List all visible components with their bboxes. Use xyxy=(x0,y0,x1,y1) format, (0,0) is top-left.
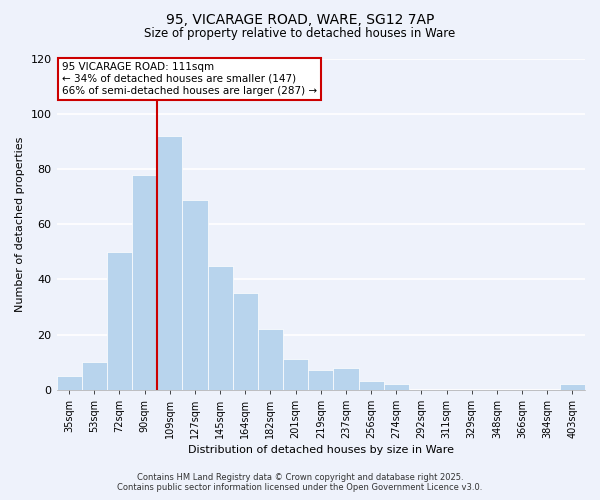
Text: 95 VICARAGE ROAD: 111sqm
← 34% of detached houses are smaller (147)
66% of semi-: 95 VICARAGE ROAD: 111sqm ← 34% of detach… xyxy=(62,62,317,96)
Bar xyxy=(233,293,258,390)
Bar xyxy=(308,370,334,390)
Text: 95, VICARAGE ROAD, WARE, SG12 7AP: 95, VICARAGE ROAD, WARE, SG12 7AP xyxy=(166,12,434,26)
Bar xyxy=(182,200,208,390)
Bar xyxy=(208,266,233,390)
Bar xyxy=(359,382,383,390)
Bar xyxy=(132,174,157,390)
Bar xyxy=(383,384,409,390)
Bar xyxy=(157,136,182,390)
Y-axis label: Number of detached properties: Number of detached properties xyxy=(15,136,25,312)
Bar xyxy=(82,362,107,390)
Bar xyxy=(560,384,585,390)
Bar xyxy=(334,368,359,390)
X-axis label: Distribution of detached houses by size in Ware: Distribution of detached houses by size … xyxy=(188,445,454,455)
Text: Size of property relative to detached houses in Ware: Size of property relative to detached ho… xyxy=(145,28,455,40)
Bar xyxy=(283,360,308,390)
Text: Contains HM Land Registry data © Crown copyright and database right 2025.
Contai: Contains HM Land Registry data © Crown c… xyxy=(118,473,482,492)
Bar xyxy=(56,376,82,390)
Bar xyxy=(258,329,283,390)
Bar xyxy=(107,252,132,390)
